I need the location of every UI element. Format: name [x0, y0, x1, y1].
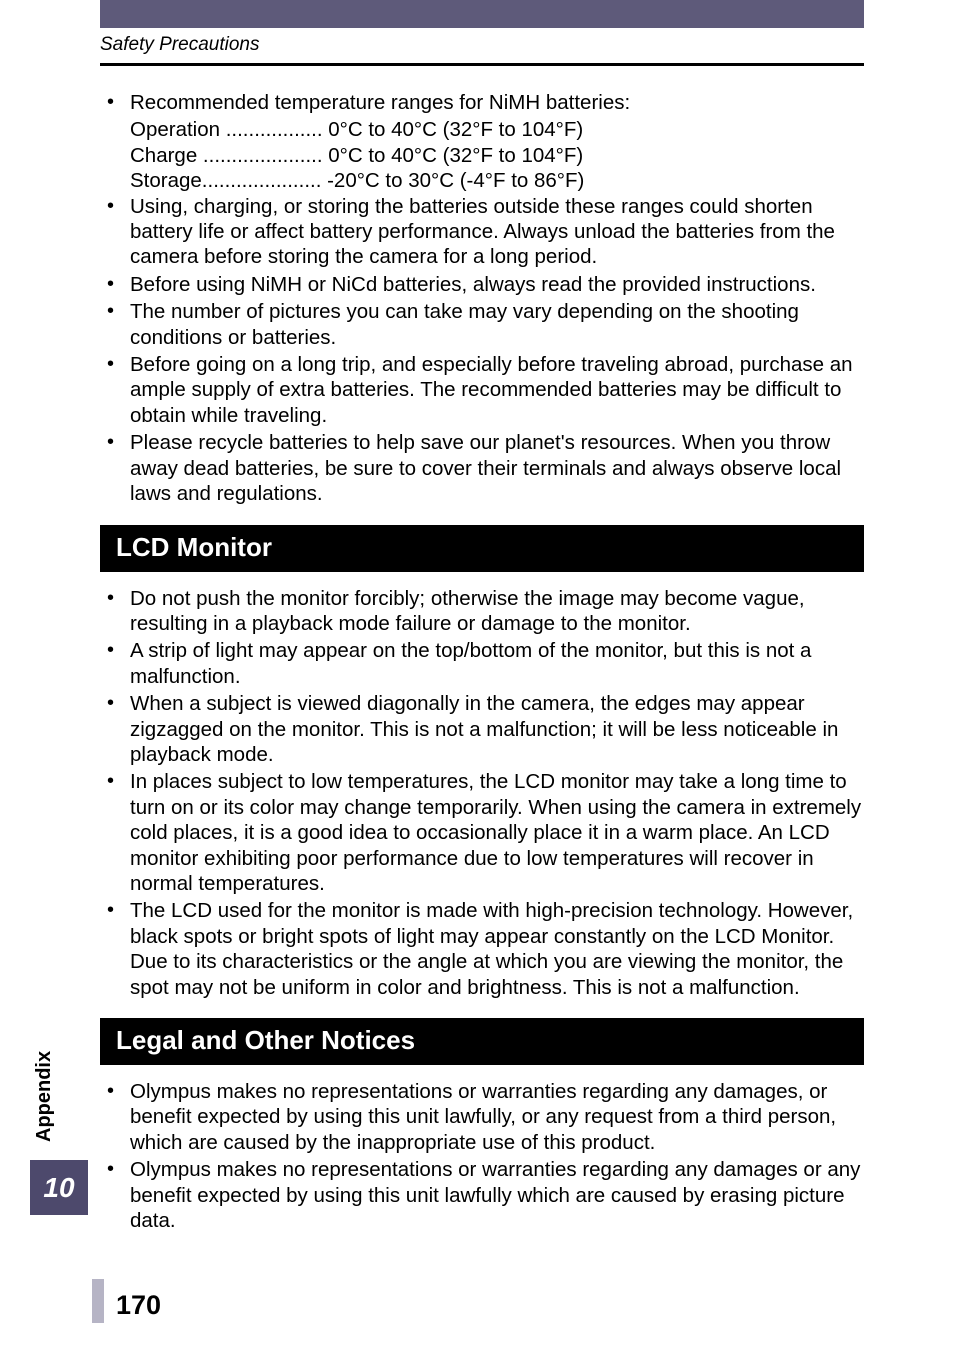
list-item: The number of pictures you can take may … [100, 299, 864, 350]
list-item: Recommended temperature ranges for NiMH … [100, 90, 864, 115]
list-item: The LCD used for the monitor is made wit… [100, 898, 864, 1000]
page-number: 170 [116, 1290, 161, 1321]
list-item: A strip of light may appear on the top/b… [100, 638, 864, 689]
list-item-text: Using, charging, or storing the batterie… [130, 195, 835, 269]
list-item: Please recycle batteries to help save ou… [100, 430, 864, 506]
page-number-accent [92, 1279, 104, 1323]
list-item-text: In places subject to low temperatures, t… [130, 770, 861, 895]
list-item-text: The LCD used for the monitor is made wit… [130, 899, 853, 998]
list-item: Olympus makes no representations or warr… [100, 1079, 864, 1155]
list-item-subline: Operation ................. 0°C to 40°C … [100, 117, 864, 142]
list-item: Before going on a long trip, and especia… [100, 352, 864, 428]
chapter-number-box: 10 [30, 1160, 88, 1215]
section-title: Safety Precautions [100, 34, 259, 56]
section-underline [100, 63, 864, 66]
list-item: When a subject is viewed diagonally in t… [100, 691, 864, 767]
list-item-subline: Charge ..................... 0°C to 40°C… [100, 143, 864, 168]
list-item-subline: Storage..................... -20°C to 30… [100, 168, 864, 193]
top-accent-bar [100, 0, 864, 28]
list-item-text: Olympus makes no representations or warr… [130, 1080, 836, 1154]
list-item: In places subject to low temperatures, t… [100, 769, 864, 896]
page-content: Recommended temperature ranges for NiMH … [100, 90, 864, 1235]
heading-legal-notices: Legal and Other Notices [100, 1018, 864, 1065]
list-item: Olympus makes no representations or warr… [100, 1157, 864, 1233]
chapter-number: 10 [43, 1172, 74, 1204]
list-item-text: The number of pictures you can take may … [130, 300, 799, 348]
bullet-list-3: Olympus makes no representations or warr… [100, 1079, 864, 1233]
heading-lcd-monitor: LCD Monitor [100, 525, 864, 572]
list-item-text: Olympus makes no representations or warr… [130, 1158, 860, 1232]
list-item-text: Before using NiMH or NiCd batteries, alw… [130, 273, 816, 296]
side-tab-label: Appendix [33, 1051, 56, 1142]
bullet-list-1: Recommended temperature ranges for NiMH … [100, 90, 864, 507]
list-item-text: Do not push the monitor forcibly; otherw… [130, 587, 805, 635]
list-item: Before using NiMH or NiCd batteries, alw… [100, 272, 864, 297]
list-item-text: Please recycle batteries to help save ou… [130, 431, 841, 505]
list-item-text: A strip of light may appear on the top/b… [130, 639, 811, 687]
list-item-text: When a subject is viewed diagonally in t… [130, 692, 838, 766]
list-item: Do not push the monitor forcibly; otherw… [100, 586, 864, 637]
list-item-text: Recommended temperature ranges for NiMH … [130, 91, 630, 114]
list-item: Using, charging, or storing the batterie… [100, 194, 864, 270]
bullet-list-2: Do not push the monitor forcibly; otherw… [100, 586, 864, 1001]
list-item-text: Before going on a long trip, and especia… [130, 353, 853, 427]
